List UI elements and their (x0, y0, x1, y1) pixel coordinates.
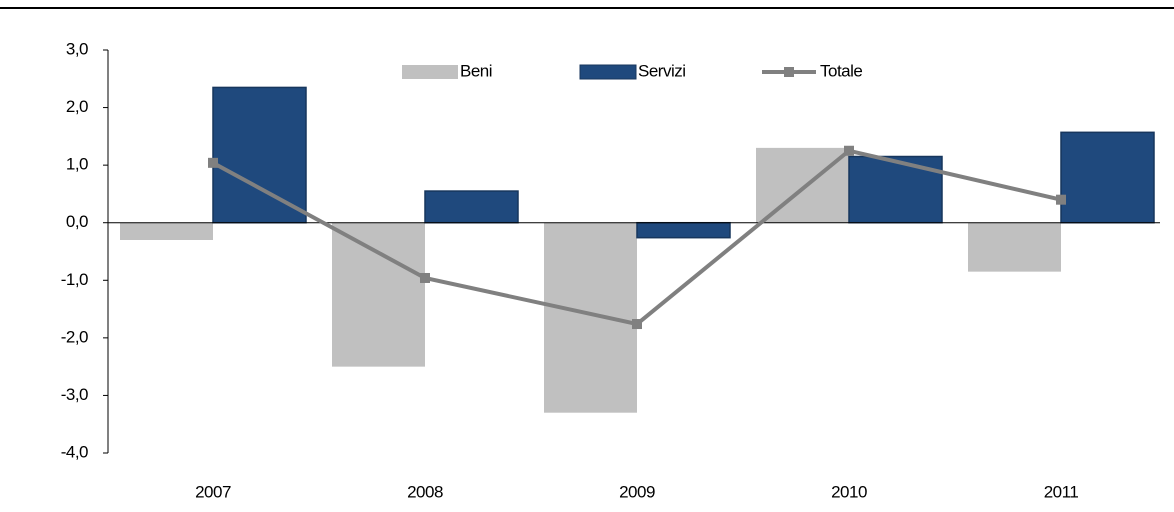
bar (848, 155, 943, 224)
legend-label: Beni (460, 61, 492, 80)
bar (424, 190, 519, 224)
line-marker (632, 319, 642, 330)
y-tick-label: -2,0 (61, 327, 88, 346)
legend-swatch (402, 65, 458, 79)
line-marker (844, 145, 854, 156)
y-tick-label: 1,0 (66, 155, 88, 174)
line-marker (208, 157, 218, 168)
x-tick-label: 2007 (195, 482, 231, 501)
legend-swatch (579, 64, 637, 80)
x-tick-label: 2011 (1044, 482, 1079, 501)
bar (332, 222, 425, 367)
y-tick-label: -1,0 (61, 270, 88, 289)
x-tick-label: 2010 (831, 482, 867, 501)
legend-label: Totale (820, 61, 862, 80)
legend-marker (784, 67, 794, 77)
bar (544, 222, 637, 413)
y-tick-label: 2,0 (66, 97, 88, 116)
x-tick-label: 2009 (619, 482, 655, 501)
y-tick-label: -4,0 (61, 442, 88, 461)
line-marker (420, 272, 430, 283)
bar (636, 221, 731, 239)
y-tick-label: 3,0 (66, 39, 88, 58)
bar (120, 222, 213, 240)
legend-label: Servizi (638, 61, 686, 80)
bar (756, 147, 849, 223)
bar (968, 222, 1061, 272)
x-tick-label: 2008 (407, 482, 443, 501)
y-tick-label: -3,0 (61, 385, 88, 404)
bar (1060, 131, 1155, 224)
line-marker (1056, 194, 1066, 205)
y-tick-label: 0,0 (66, 212, 88, 231)
bar (212, 86, 307, 224)
